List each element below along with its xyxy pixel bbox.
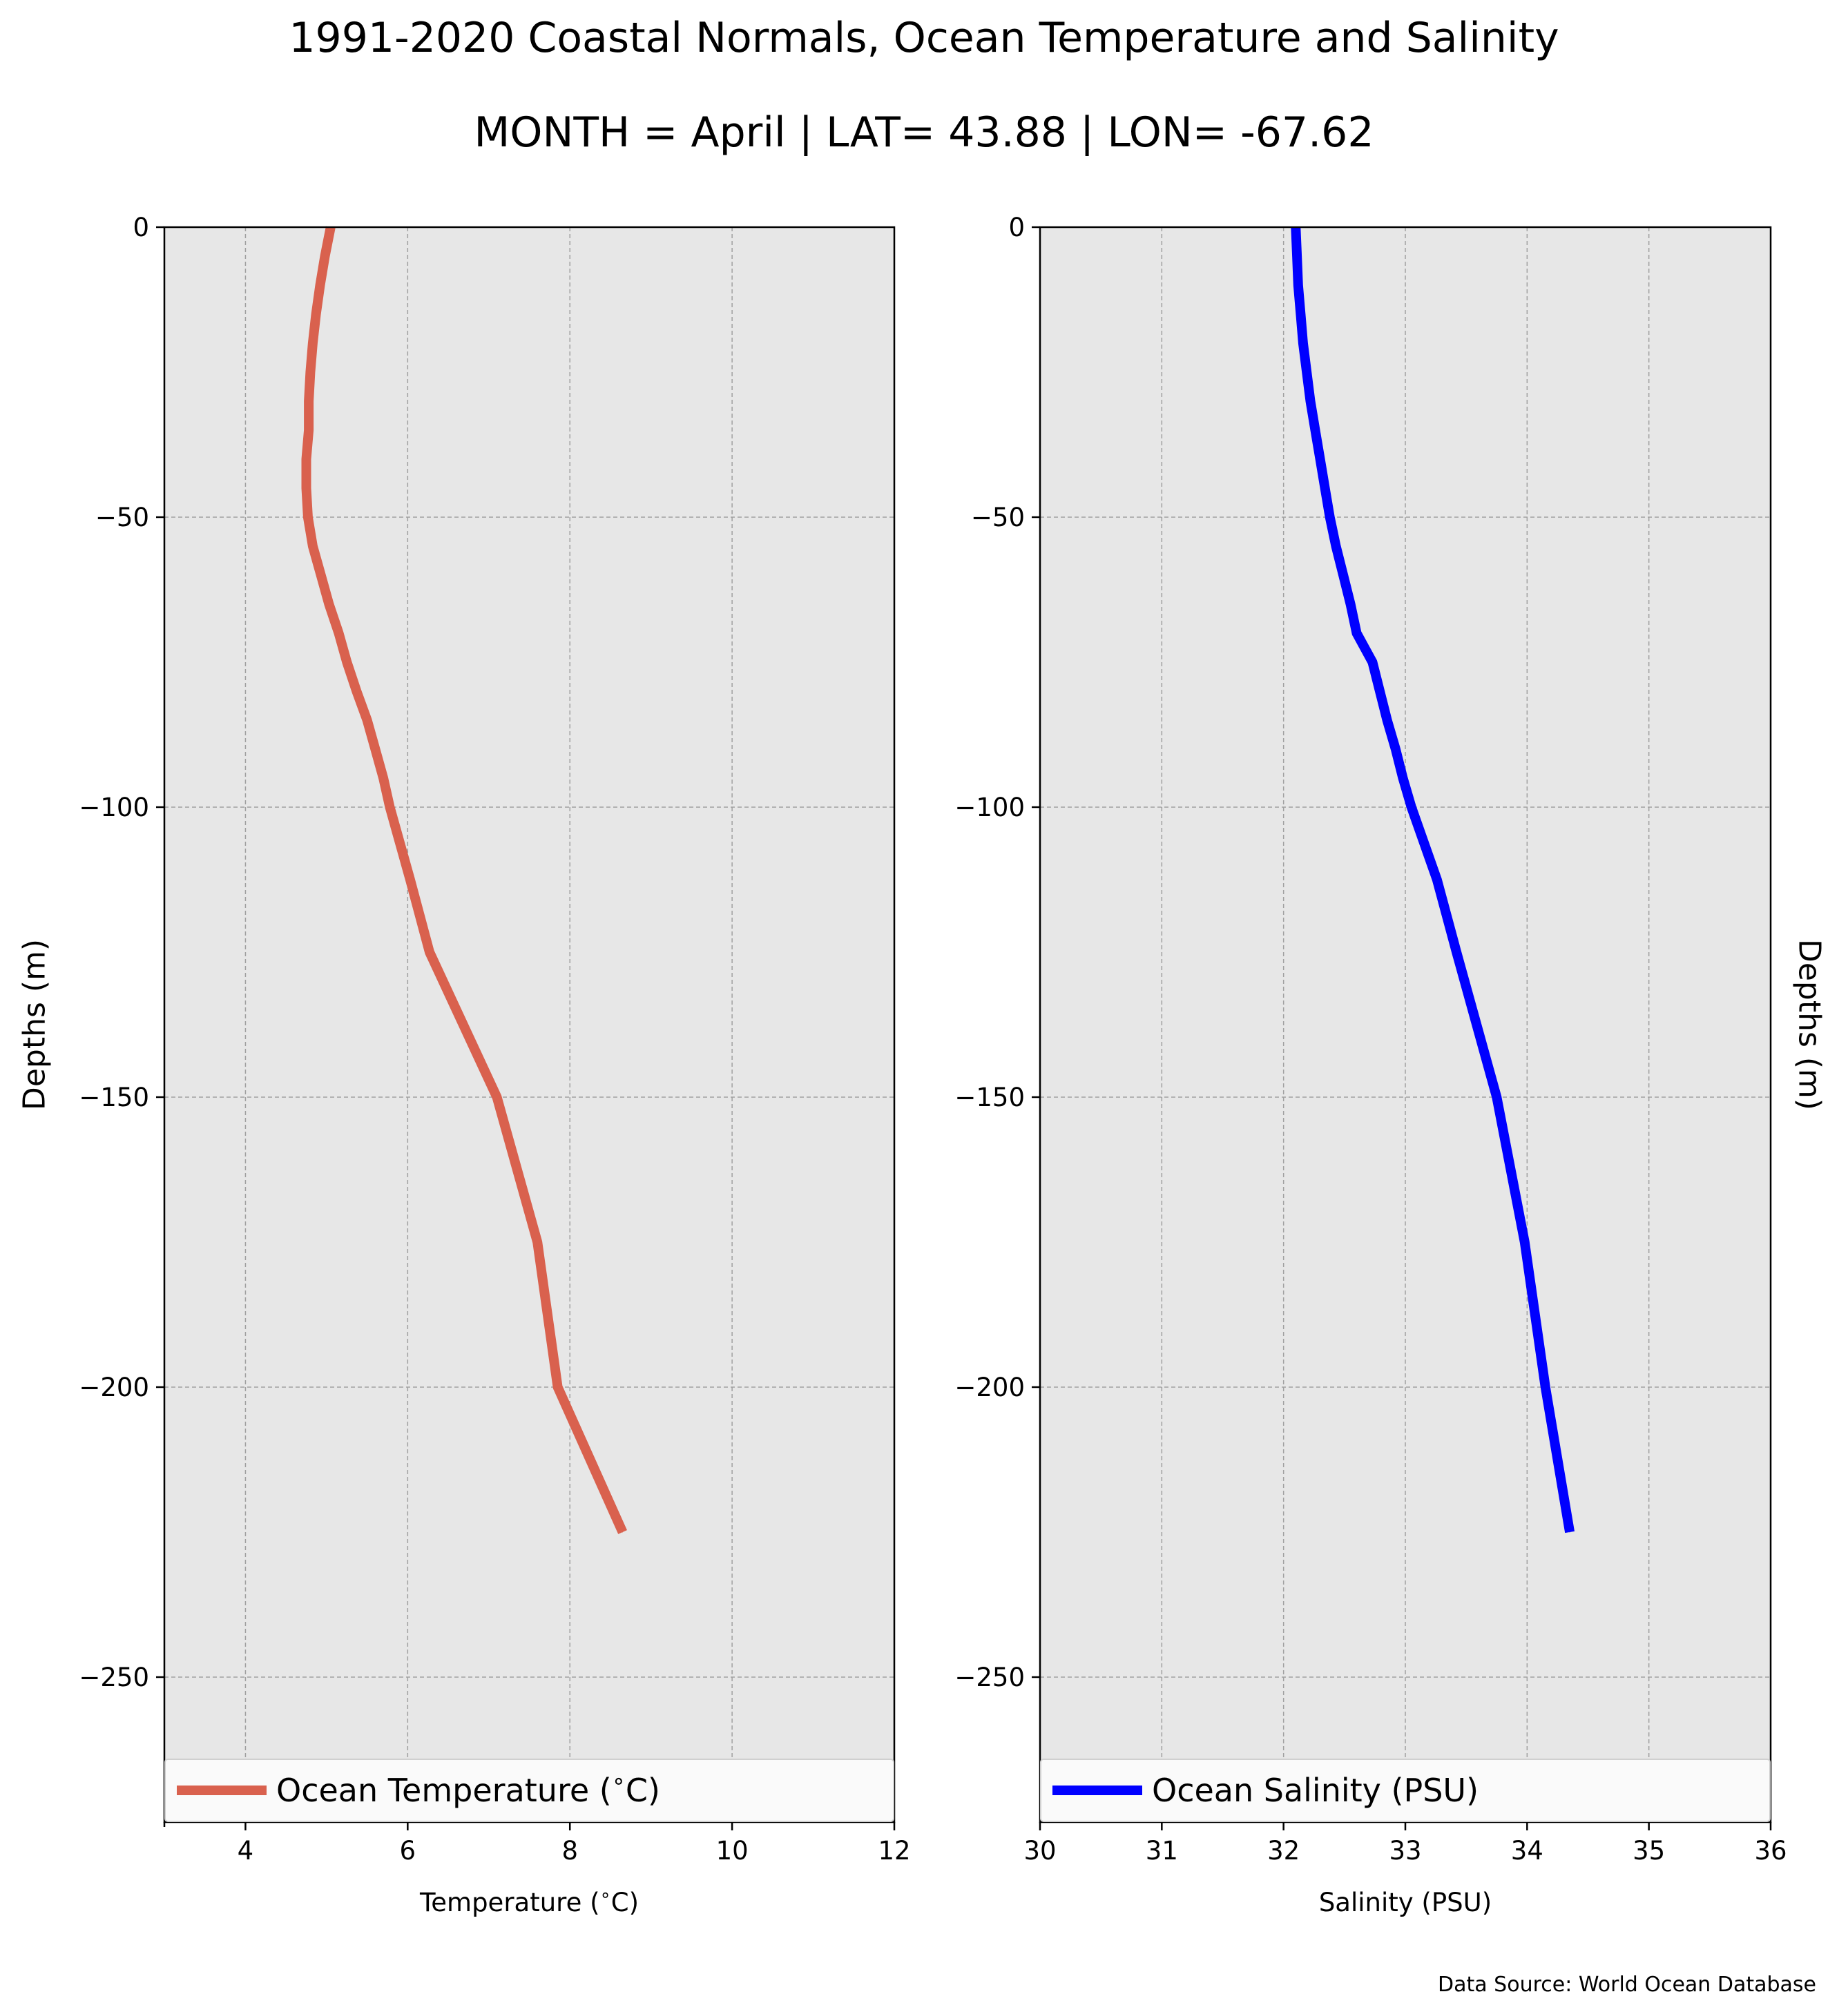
y-tick-label: 0 [1008, 213, 1025, 242]
data-point [383, 777, 384, 779]
legend: Ocean Temperature (∘C) [164, 1759, 894, 1822]
data-point [1300, 313, 1301, 315]
data-point [1545, 1386, 1546, 1388]
data-point [306, 458, 307, 460]
data-point [374, 748, 376, 750]
data-point [356, 690, 357, 692]
data-point [1371, 661, 1373, 663]
data-source-note: Data Source: World Ocean Database [1438, 1973, 1816, 1997]
data-point [306, 487, 307, 489]
y-tick-label: −200 [79, 1373, 149, 1402]
series-points [1295, 226, 1570, 1533]
data-point [1342, 574, 1344, 576]
data-point [622, 1531, 624, 1533]
x-tick-label: 4 [238, 1836, 254, 1866]
y-tick-label: −50 [971, 503, 1025, 532]
x-tick-label: 8 [561, 1836, 578, 1866]
grid-lines [164, 227, 894, 1822]
data-point [389, 806, 390, 808]
x-tick-label: 30 [1023, 1836, 1056, 1866]
data-point [338, 632, 339, 634]
data-point [1315, 429, 1316, 431]
legend-box [1040, 1759, 1771, 1822]
x-tick-label: 35 [1633, 1836, 1665, 1866]
y-tick-label: −200 [954, 1373, 1025, 1402]
x-tick-label: 12 [878, 1836, 910, 1866]
y-tick-label: −250 [954, 1663, 1025, 1692]
y-tick-label: −150 [79, 1083, 149, 1112]
data-point [1395, 748, 1396, 750]
x-tick-label: 34 [1511, 1836, 1543, 1866]
data-point [1356, 632, 1357, 634]
data-point [1350, 603, 1351, 605]
y-tick-label: −250 [79, 1663, 149, 1692]
data-point [537, 1241, 538, 1243]
x-tick-label: 33 [1389, 1836, 1421, 1866]
data-point [307, 516, 309, 518]
chart-subtitle: MONTH = April | LAT= 43.88 | LON= -67.62 [474, 108, 1374, 157]
y-tick-label: −50 [95, 503, 149, 532]
data-point [1524, 1241, 1525, 1243]
data-point [1310, 400, 1311, 402]
data-point [1302, 342, 1304, 344]
y-axis-label: Depths (m) [1792, 939, 1827, 1110]
grid-lines [1040, 227, 1771, 1822]
data-point [1296, 255, 1298, 257]
x-tick-label: 6 [400, 1836, 416, 1866]
data-point [557, 1386, 559, 1388]
legend-label: Ocean Temperature (∘C) [276, 1768, 660, 1809]
y-axis-label: Depths (m) [17, 939, 52, 1110]
legend-label: Ocean Salinity (PSU) [1152, 1772, 1479, 1809]
data-point [312, 342, 314, 344]
y-tick-label: −150 [954, 1083, 1025, 1112]
data-point [1496, 1096, 1497, 1098]
y-tick-label: 0 [133, 213, 149, 242]
x-tick-label: 32 [1267, 1836, 1300, 1866]
y-tick-label: −100 [79, 793, 149, 822]
x-tick-label: 31 [1146, 1836, 1178, 1866]
data-point [1329, 516, 1331, 518]
y-tick-label: −100 [954, 793, 1025, 822]
chart-title: 1991-2020 Coastal Normals, Ocean Tempera… [289, 14, 1559, 62]
x-tick-label: 36 [1754, 1836, 1787, 1866]
legend-box [164, 1759, 894, 1822]
data-point [1456, 951, 1457, 953]
salinity-panel: 30 31 32 33 34 35 36 0 −50 −100 −150 −200 −250 Salini… [954, 213, 1827, 1917]
plot-area [164, 227, 894, 1822]
legend: Ocean Salinity (PSU) [1040, 1759, 1771, 1822]
data-point [309, 371, 311, 373]
x-axis-label: Salinity (PSU) [1319, 1888, 1492, 1917]
data-point [1411, 806, 1412, 808]
x-tick-label: 10 [716, 1836, 749, 1866]
data-point [312, 545, 314, 547]
data-point [320, 574, 322, 576]
